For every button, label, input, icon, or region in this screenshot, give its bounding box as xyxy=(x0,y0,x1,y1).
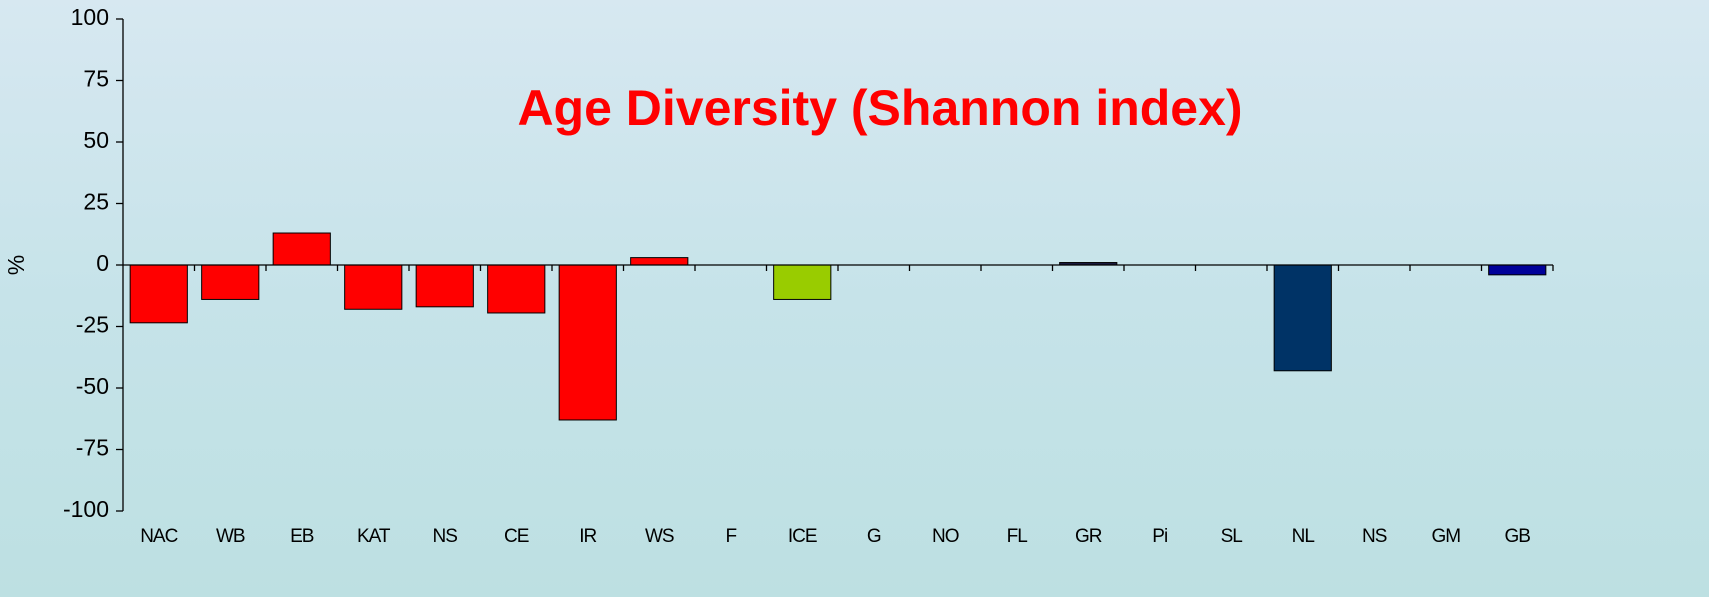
x-tick-label: GM xyxy=(1431,526,1460,547)
bar xyxy=(558,264,617,421)
bar xyxy=(201,264,260,300)
y-tick-label: 50 xyxy=(83,127,109,153)
x-tick-label: SL xyxy=(1221,526,1243,547)
x-tick-label: GB xyxy=(1505,526,1531,547)
x-tick-label: WS xyxy=(645,526,674,547)
y-axis-label: % xyxy=(3,255,29,275)
bar xyxy=(487,264,546,314)
bar xyxy=(630,257,689,266)
chart-title: Age Diversity (Shannon index) xyxy=(517,80,1242,136)
y-tick-label: 100 xyxy=(71,4,109,30)
x-tick-label: WB xyxy=(216,526,245,547)
x-tick-label: Pi xyxy=(1152,526,1167,547)
x-tick-label: KAT xyxy=(357,526,391,547)
bar xyxy=(1273,264,1332,372)
bar xyxy=(773,264,832,300)
x-tick-label: ICE xyxy=(788,526,817,547)
x-tick-label: IR xyxy=(579,526,596,547)
x-tick-label: NS xyxy=(1362,526,1387,547)
bar xyxy=(272,232,331,266)
x-tick-label: GR xyxy=(1075,526,1102,547)
bar xyxy=(129,264,188,324)
y-tick-label: -75 xyxy=(76,435,109,461)
x-tick-label: CE xyxy=(504,526,529,547)
x-tick-label: G xyxy=(867,526,881,547)
x-tick-label: NS xyxy=(433,526,458,547)
y-tick-label: 0 xyxy=(96,250,109,276)
bar xyxy=(1488,264,1547,276)
bar xyxy=(344,264,403,310)
x-tick-label: NL xyxy=(1292,526,1315,547)
x-tick-label: EB xyxy=(290,526,314,547)
x-tick-label: FL xyxy=(1007,526,1028,547)
y-tick-label: 25 xyxy=(83,189,109,215)
y-tick-label: -50 xyxy=(76,373,109,399)
bar xyxy=(415,264,474,308)
x-tick-label: F xyxy=(725,526,736,547)
y-tick-label: -25 xyxy=(76,312,109,338)
x-tick-label: NAC xyxy=(140,526,177,547)
y-tick-label: 75 xyxy=(83,66,109,92)
x-tick-label: NO xyxy=(932,526,959,547)
y-tick-label: -100 xyxy=(63,496,109,522)
